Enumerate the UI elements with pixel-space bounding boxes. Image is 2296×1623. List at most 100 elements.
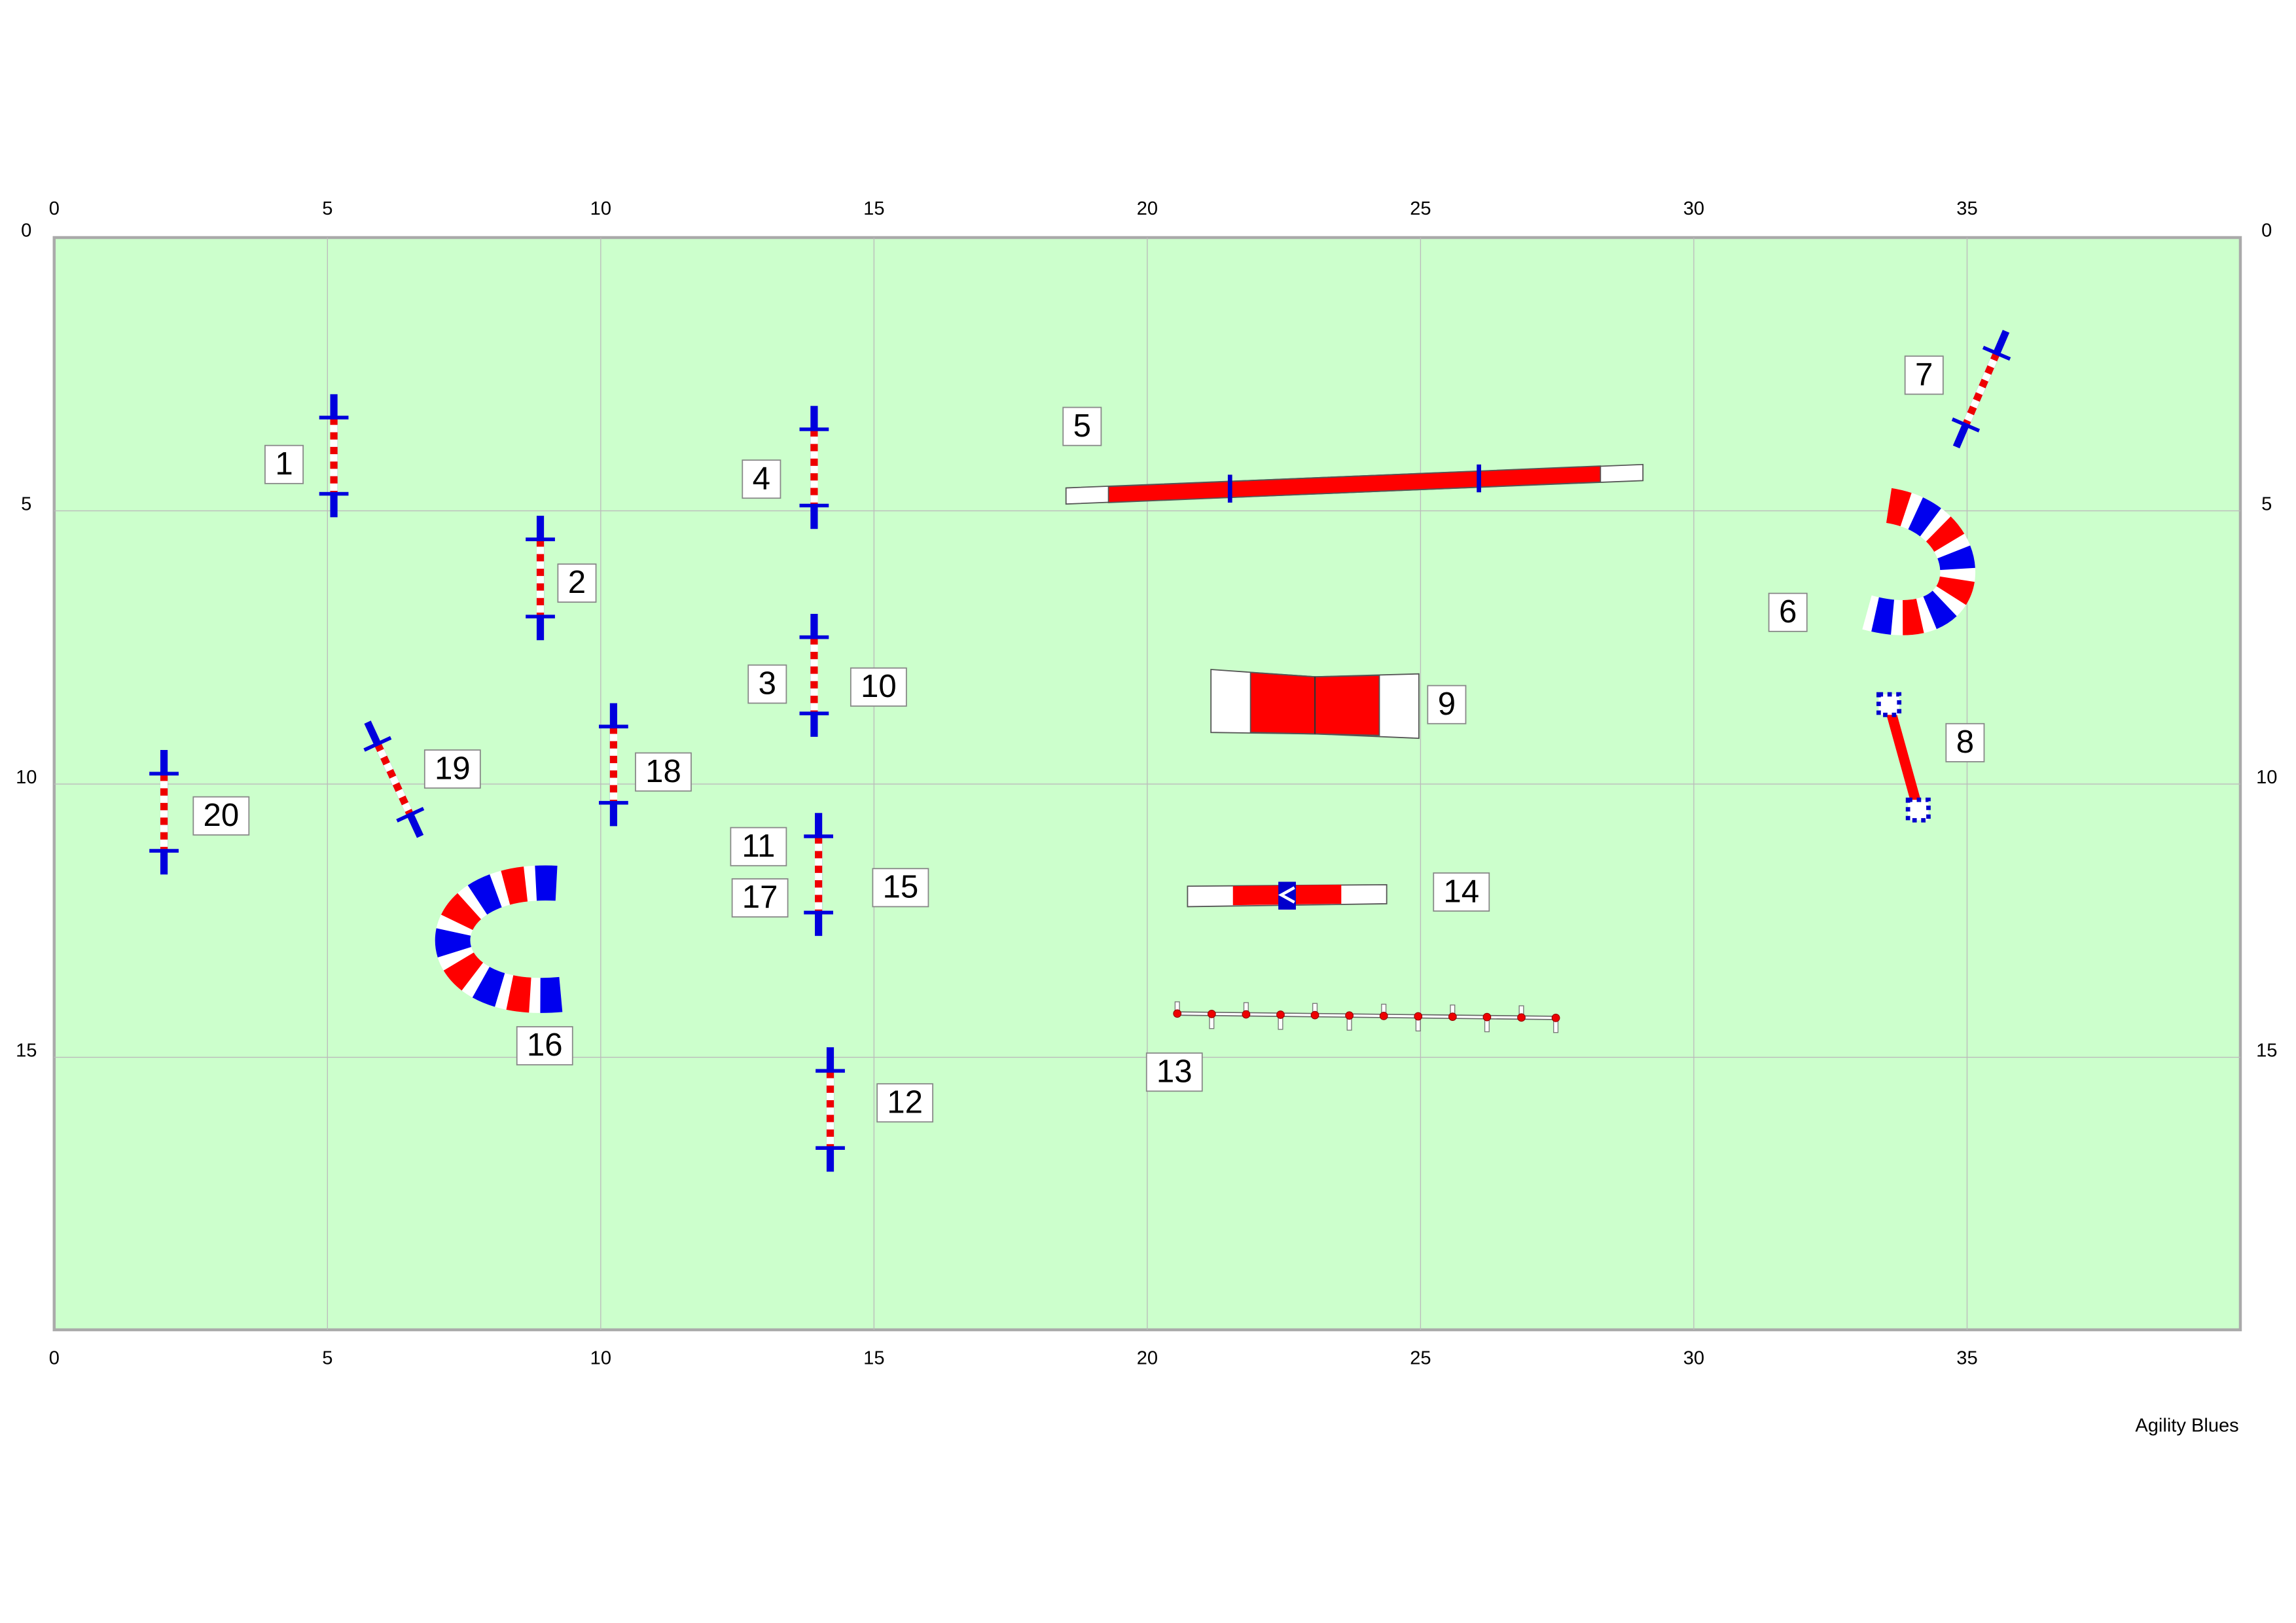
weave-pole — [1414, 1012, 1423, 1021]
obstacle-number: 7 — [1915, 357, 1933, 393]
label-box — [1062, 406, 1102, 446]
x-tick-label: 0 — [49, 1347, 60, 1368]
jump-bar — [1962, 351, 2000, 427]
weave-pole — [1448, 1012, 1457, 1021]
obstacle-number: 11 — [742, 828, 775, 864]
weave-pole-base — [1415, 1018, 1421, 1032]
label-box — [742, 459, 781, 499]
jump-bar — [374, 742, 414, 817]
label-box — [1904, 355, 1944, 395]
weave-pole — [1345, 1011, 1354, 1020]
weave-pole — [1173, 1009, 1182, 1018]
x-tick-label: 0 — [49, 198, 60, 219]
weave-pole — [1379, 1011, 1388, 1020]
obstacle-number: 19 — [435, 750, 471, 786]
y-tick-label: 10 — [2256, 767, 2277, 788]
x-tick-label: 30 — [1683, 198, 1704, 219]
weave-base — [1177, 1012, 1557, 1020]
x-tick-label: 30 — [1683, 1347, 1704, 1368]
x-tick-label: 35 — [1956, 198, 1977, 219]
obstacle-number: 3 — [759, 666, 776, 702]
jump-stand — [1982, 346, 2011, 361]
tyre-post — [1905, 797, 1931, 823]
obstacle-number: 1 — [275, 446, 293, 482]
label-box — [423, 749, 481, 789]
tunnel-red — [1862, 488, 1976, 635]
x-tick-label: 20 — [1137, 1347, 1158, 1368]
label-box — [557, 563, 597, 603]
obstacle-number: 6 — [1779, 594, 1797, 630]
x-tick-label: 35 — [1956, 1347, 1977, 1368]
weave-pole — [1517, 1013, 1526, 1022]
label-box — [730, 827, 787, 866]
y-tick-label: 5 — [2261, 493, 2272, 514]
label-box — [876, 1083, 934, 1123]
label-box — [872, 868, 929, 908]
label-box — [850, 667, 907, 707]
label-box — [747, 664, 787, 704]
label-box — [264, 444, 304, 484]
x-tick-label: 25 — [1410, 1347, 1431, 1368]
weave-pole-base — [1484, 1019, 1490, 1033]
obstacle-number: 12 — [887, 1084, 923, 1120]
obstacle-number: 5 — [1073, 408, 1091, 444]
weave-pole-base — [1278, 1017, 1283, 1030]
weave-pole-base — [1346, 1018, 1352, 1031]
weave-pole — [1242, 1010, 1251, 1019]
label-box — [1433, 872, 1490, 912]
jump-stand — [1951, 417, 1981, 433]
y-tick-label: 0 — [21, 221, 31, 241]
weave-pole-base — [1553, 1020, 1559, 1033]
obstacle-number: 14 — [1443, 873, 1479, 909]
label-box — [1945, 722, 1985, 762]
obstacle-number: 4 — [753, 460, 770, 496]
label-box — [1145, 1052, 1203, 1092]
jump-stand — [363, 736, 392, 752]
tunnel-red — [435, 865, 563, 1013]
obstacle-number: 15 — [883, 869, 919, 905]
weave-pole — [1276, 1010, 1285, 1019]
y-tick-label: 15 — [2256, 1040, 2277, 1061]
y-tick-label: 10 — [16, 767, 37, 788]
x-tick-label: 20 — [1137, 198, 1158, 219]
obstacle-number: 9 — [1438, 686, 1456, 722]
obstacle-number: 2 — [568, 564, 586, 600]
x-tick-label: 5 — [322, 198, 332, 219]
label-box — [516, 1026, 573, 1065]
weave-pole — [1551, 1014, 1560, 1022]
obstacle-number: 13 — [1157, 1053, 1193, 1089]
weave-pole — [1482, 1012, 1492, 1022]
obstacle-number: 10 — [861, 668, 897, 704]
tunnel-blue — [1862, 488, 1976, 635]
y-tick-label: 0 — [2261, 221, 2272, 241]
weave-pole — [1207, 1009, 1216, 1018]
obstacle-number: 18 — [645, 753, 681, 789]
footer: Agility Blues — [2135, 1415, 2238, 1436]
x-tick-label: 15 — [863, 198, 884, 219]
label-box — [192, 796, 250, 836]
jump-stand — [396, 806, 425, 823]
seesaw-arrow — [1278, 886, 1295, 904]
y-tick-label: 5 — [21, 493, 31, 514]
obstacle-number: 8 — [1956, 724, 1974, 760]
label-box — [731, 878, 789, 918]
x-tick-label: 10 — [590, 198, 611, 219]
y-tick-label: 15 — [16, 1040, 37, 1061]
label-box — [1768, 592, 1808, 632]
weave-pole — [1310, 1010, 1319, 1020]
obstacle-number: 20 — [203, 797, 239, 833]
label-box — [635, 752, 692, 792]
tunnel-blue — [435, 865, 563, 1013]
x-tick-label: 10 — [590, 1347, 611, 1368]
label-box — [1427, 685, 1467, 724]
x-tick-label: 5 — [322, 1347, 332, 1368]
tyre — [1884, 703, 1924, 812]
weave-pole-base — [1209, 1016, 1215, 1029]
obstacle-number: 17 — [742, 879, 778, 915]
x-tick-label: 25 — [1410, 198, 1431, 219]
x-tick-label: 15 — [863, 1347, 884, 1368]
tyre-post — [1876, 692, 1902, 717]
